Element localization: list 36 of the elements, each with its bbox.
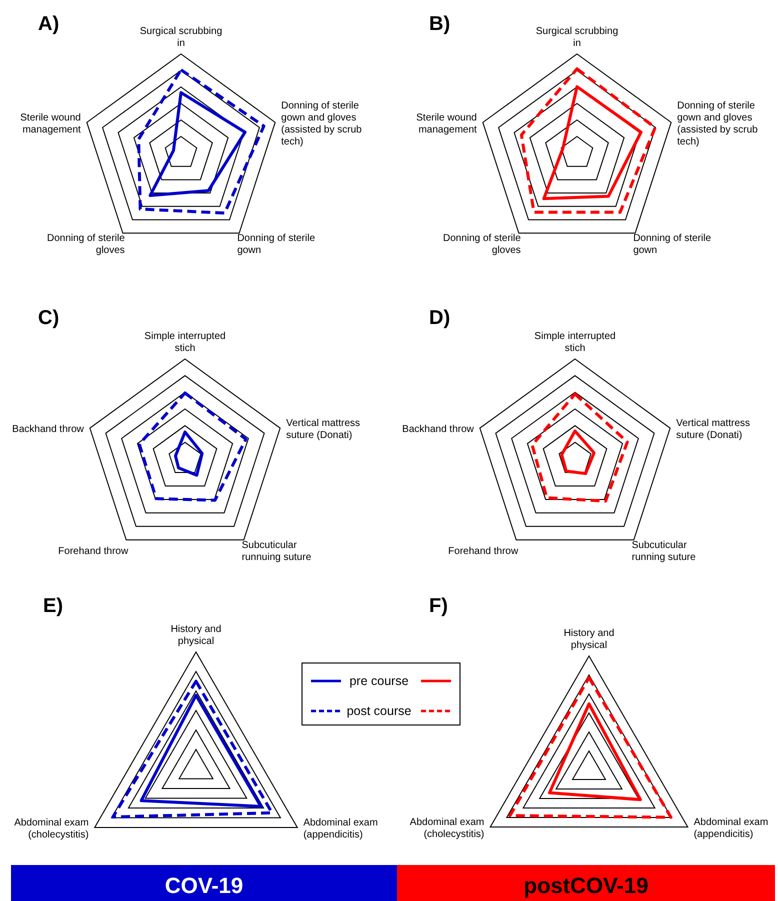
spoke-label: Subcuticular running suture	[632, 540, 696, 563]
spoke-label: Surgical scrubbing in	[140, 26, 222, 49]
spoke-label: Backhand throw	[12, 424, 85, 436]
spoke-label: Surgical scrubbing in	[536, 26, 618, 49]
spoke-label: Abdominal exam (appendicitis)	[694, 817, 768, 840]
legend-label: post course	[346, 704, 412, 718]
spoke-label: Donning of sterile gown and gloves (assisted by scrub tech)	[677, 100, 758, 148]
legend-label: pre course	[349, 674, 409, 688]
text: postCOV-19	[524, 873, 648, 898]
spoke-label: History and physical	[170, 624, 222, 647]
spoke-label: Donning of sterile gloves	[442, 233, 522, 256]
chart-title: C)	[38, 307, 60, 329]
spoke-label: Donning of sterile gown and gloves (assisted by scrub tech)	[281, 100, 362, 148]
spoke-label: Sterile wound management	[20, 112, 82, 136]
spoke-label: Simple interrupted stich	[534, 331, 616, 354]
spoke-label: Donning of sterile gloves	[46, 233, 126, 256]
spoke-label: Subcuticular runnuing suture	[242, 540, 312, 563]
spoke-label: Abdominal exam (cholecystitis)	[14, 818, 89, 840]
spoke-label: Abdominal exam (appendicitis)	[303, 818, 378, 840]
spoke-label: Donning of sterile gown	[633, 233, 712, 256]
spoke-label: Forehand throw	[448, 546, 519, 557]
spoke-label: Backhand throw	[402, 424, 475, 436]
spoke-label: History and physical	[564, 628, 614, 651]
spoke-label: Donning of sterile gown	[237, 233, 316, 256]
chart-title: A)	[38, 13, 60, 35]
chart-title: B)	[429, 13, 450, 35]
spoke-label: Vertical mattress suture (Donati)	[286, 418, 360, 442]
spoke-label: Sterile wound management	[416, 112, 478, 136]
spoke-label: Simple interrupted stich	[144, 331, 226, 354]
spoke-label: Abdominal exam (cholecystitis)	[410, 817, 484, 840]
spoke-label: Forehand throw	[58, 546, 129, 557]
chart-title: D)	[429, 307, 450, 329]
text: COV-19	[164, 873, 244, 898]
spoke-label: Vertical mattress suture (Donati)	[676, 418, 750, 442]
chart-title: E)	[43, 595, 63, 617]
chart-title: F)	[429, 595, 448, 617]
